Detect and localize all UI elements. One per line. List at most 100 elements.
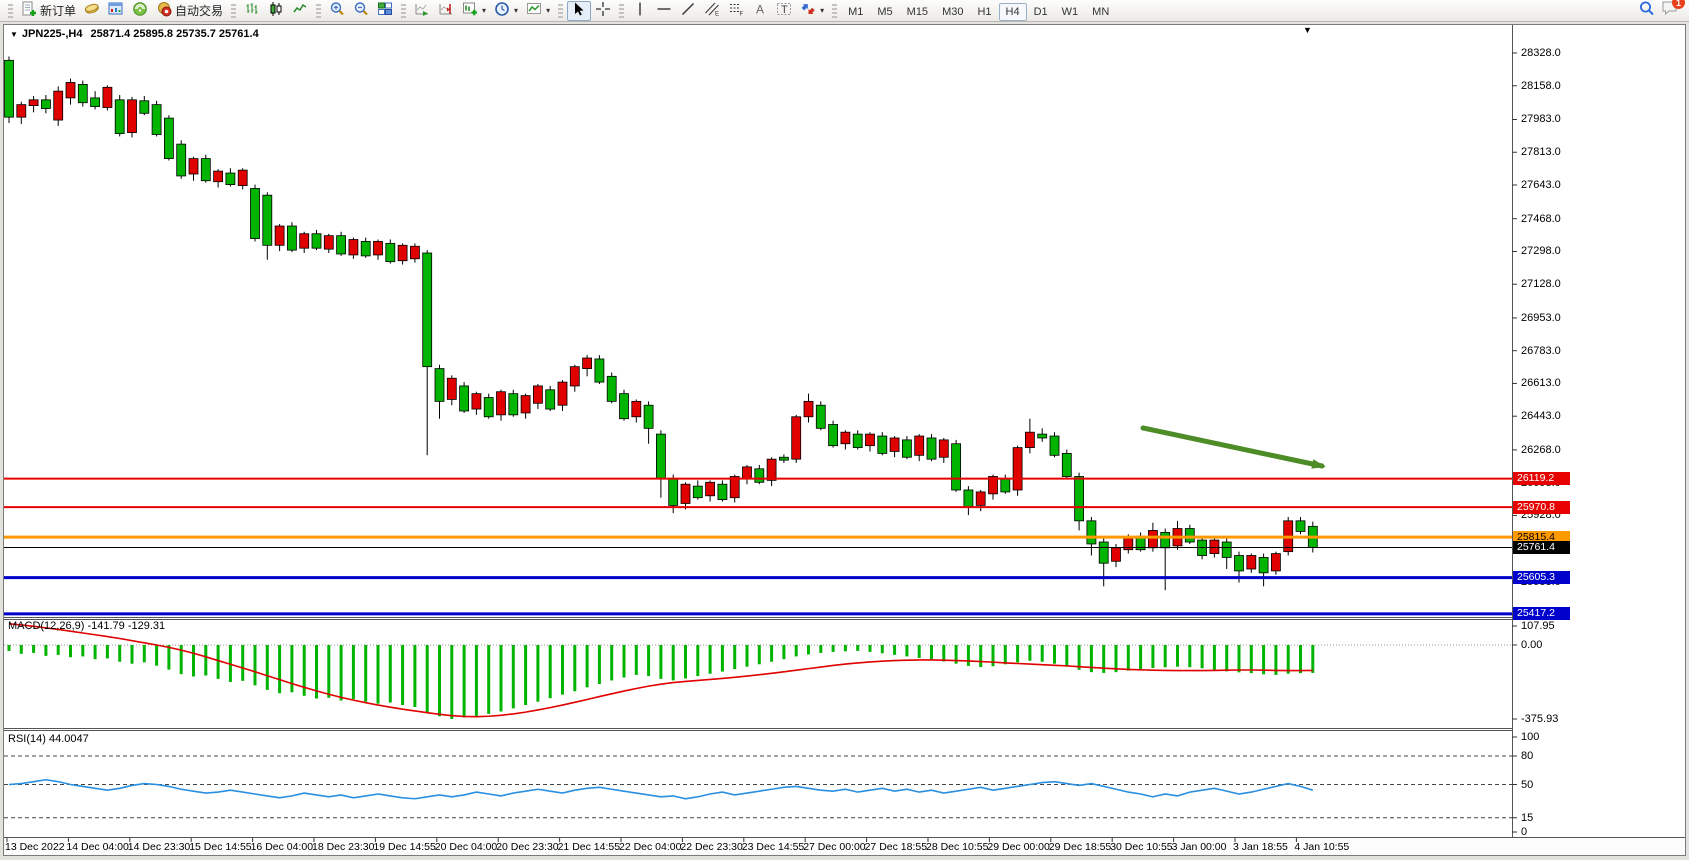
candle-body xyxy=(1037,433,1048,439)
new-order-label: 新订单 xyxy=(40,4,77,18)
candle-body xyxy=(176,143,187,177)
candle-body xyxy=(520,395,531,414)
svg-text:T: T xyxy=(781,4,788,16)
vertical-line-tool-button[interactable] xyxy=(628,1,652,21)
chart-shift-button[interactable] xyxy=(434,1,458,21)
timeframe-m15[interactable]: M15 xyxy=(906,5,929,18)
time-axis-label: 13 Dec 2022 xyxy=(5,841,65,853)
toolbar-grip xyxy=(231,3,237,18)
candle-body xyxy=(631,400,642,418)
price-tick-label: 28158.0 xyxy=(1521,79,1561,92)
candle-body xyxy=(569,366,580,387)
macd-axis-label: 107.95 xyxy=(1521,620,1555,632)
rsi-axis-label: 80 xyxy=(1521,750,1534,762)
time-axis-label: 29 Dec 00:00 xyxy=(987,841,1050,853)
autotrade-icon xyxy=(156,1,172,20)
time-axis-label: 29 Dec 18:55 xyxy=(1048,841,1112,853)
horizontal-line-tool-button[interactable] xyxy=(652,1,676,21)
zoom-out-button[interactable] xyxy=(349,1,373,21)
main-macd-separator[interactable] xyxy=(4,617,1512,620)
crosshair-icon xyxy=(595,1,611,20)
market-watch-button[interactable] xyxy=(104,1,128,21)
autotrade-label: 自动交易 xyxy=(175,4,224,18)
candle-body xyxy=(336,235,347,255)
channel-tool-button[interactable]: E xyxy=(700,1,724,21)
chevron-down-icon[interactable]: ▼ xyxy=(10,30,18,39)
text-label-icon: T xyxy=(776,1,792,20)
timeframe-m5[interactable]: M5 xyxy=(877,5,893,18)
candle-body xyxy=(754,468,765,483)
notifications-button[interactable]: 1 xyxy=(1661,0,1685,21)
macd-rsi-separator[interactable] xyxy=(4,728,1512,731)
data-window-icon xyxy=(132,1,148,20)
period-clock-button[interactable]: ▾ xyxy=(490,1,522,21)
timeframe-m30[interactable]: M30 xyxy=(942,5,964,18)
candle-body xyxy=(409,245,420,260)
trend-arrow[interactable] xyxy=(1140,425,1325,469)
time-axis[interactable] xyxy=(4,838,1685,855)
auto-scroll-button[interactable] xyxy=(410,1,434,21)
text-icon: A xyxy=(752,1,768,20)
indicators-button[interactable]: ▾ xyxy=(522,1,554,21)
search-icon[interactable] xyxy=(1638,0,1655,22)
candle-body xyxy=(213,170,224,183)
candle-body xyxy=(619,393,629,420)
candle-body xyxy=(877,435,888,454)
tile-windows-icon xyxy=(377,1,393,20)
candle-body xyxy=(311,233,322,249)
chart-profiles-button[interactable] xyxy=(80,1,104,21)
cursor-tool-button[interactable] xyxy=(567,0,592,21)
candle-body xyxy=(434,368,445,402)
bar-chart-mode-button[interactable] xyxy=(240,1,264,21)
new-chart-button[interactable]: ▾ xyxy=(458,1,490,21)
candle-body xyxy=(139,100,150,114)
arrows-tool-button[interactable]: ▾ xyxy=(796,1,828,21)
zoom-in-button[interactable] xyxy=(325,1,349,21)
price-badge: 26119.2 xyxy=(1513,472,1570,486)
profiles-icon xyxy=(84,1,100,20)
crosshair-tool-button[interactable] xyxy=(591,1,615,21)
rsi-axis-label: 100 xyxy=(1521,731,1540,743)
candle-body xyxy=(65,82,76,99)
candle-body xyxy=(28,99,39,107)
timeframe-m1[interactable]: M1 xyxy=(848,5,864,18)
rsi-line xyxy=(8,778,1314,800)
text-tool-button[interactable]: A xyxy=(748,1,772,21)
new-order-button[interactable]: 新订单 xyxy=(17,1,80,21)
timeframe-w1[interactable]: W1 xyxy=(1061,5,1079,18)
fibonacci-tool-button[interactable]: F xyxy=(724,1,748,21)
candle-body xyxy=(1221,541,1232,558)
time-axis-label: 16 Dec 04:00 xyxy=(250,841,314,853)
candle-body xyxy=(889,437,900,452)
text-label-tool-button[interactable]: T xyxy=(772,1,796,21)
macd-label: MACD(12,26,9) -141.79 -129.31 xyxy=(8,620,165,632)
timeframe-h4[interactable]: H4 xyxy=(998,2,1027,21)
timeframe-mn[interactable]: MN xyxy=(1092,5,1110,18)
candle-body xyxy=(127,99,137,133)
toolbar-grip xyxy=(8,3,13,18)
data-window-button[interactable] xyxy=(128,1,152,21)
time-axis-label: 30 Dec 10:55 xyxy=(1110,841,1173,853)
price-badge: 25417.2 xyxy=(1513,607,1570,621)
time-axis-label: 14 Dec 23:30 xyxy=(127,841,191,853)
time-axis-label: 27 Dec 18:55 xyxy=(864,841,928,853)
zoom-in-icon xyxy=(329,1,345,20)
candlestick-mode-button[interactable] xyxy=(264,1,288,21)
tile-windows-button[interactable] xyxy=(373,1,397,21)
timeframe-d1[interactable]: D1 xyxy=(1033,5,1048,18)
candle-body xyxy=(41,99,51,109)
candle-body xyxy=(373,241,383,256)
autotrade-button[interactable]: 自动交易 xyxy=(152,1,227,21)
rsi-name: RSI(14) xyxy=(8,733,46,745)
candle-body xyxy=(594,358,605,383)
trendline-tool-button[interactable] xyxy=(676,1,700,21)
macd-values: -141.79 -129.31 xyxy=(87,620,166,632)
line-chart-mode-button[interactable] xyxy=(288,1,312,21)
rsi-value: 44.0047 xyxy=(48,733,89,745)
candle-body xyxy=(582,357,592,370)
price-tick-label: 26613.0 xyxy=(1521,377,1561,390)
timeframe-h1[interactable]: H1 xyxy=(977,5,992,18)
candle-body xyxy=(1160,531,1171,549)
macd-axis-label: -375.93 xyxy=(1521,713,1559,725)
